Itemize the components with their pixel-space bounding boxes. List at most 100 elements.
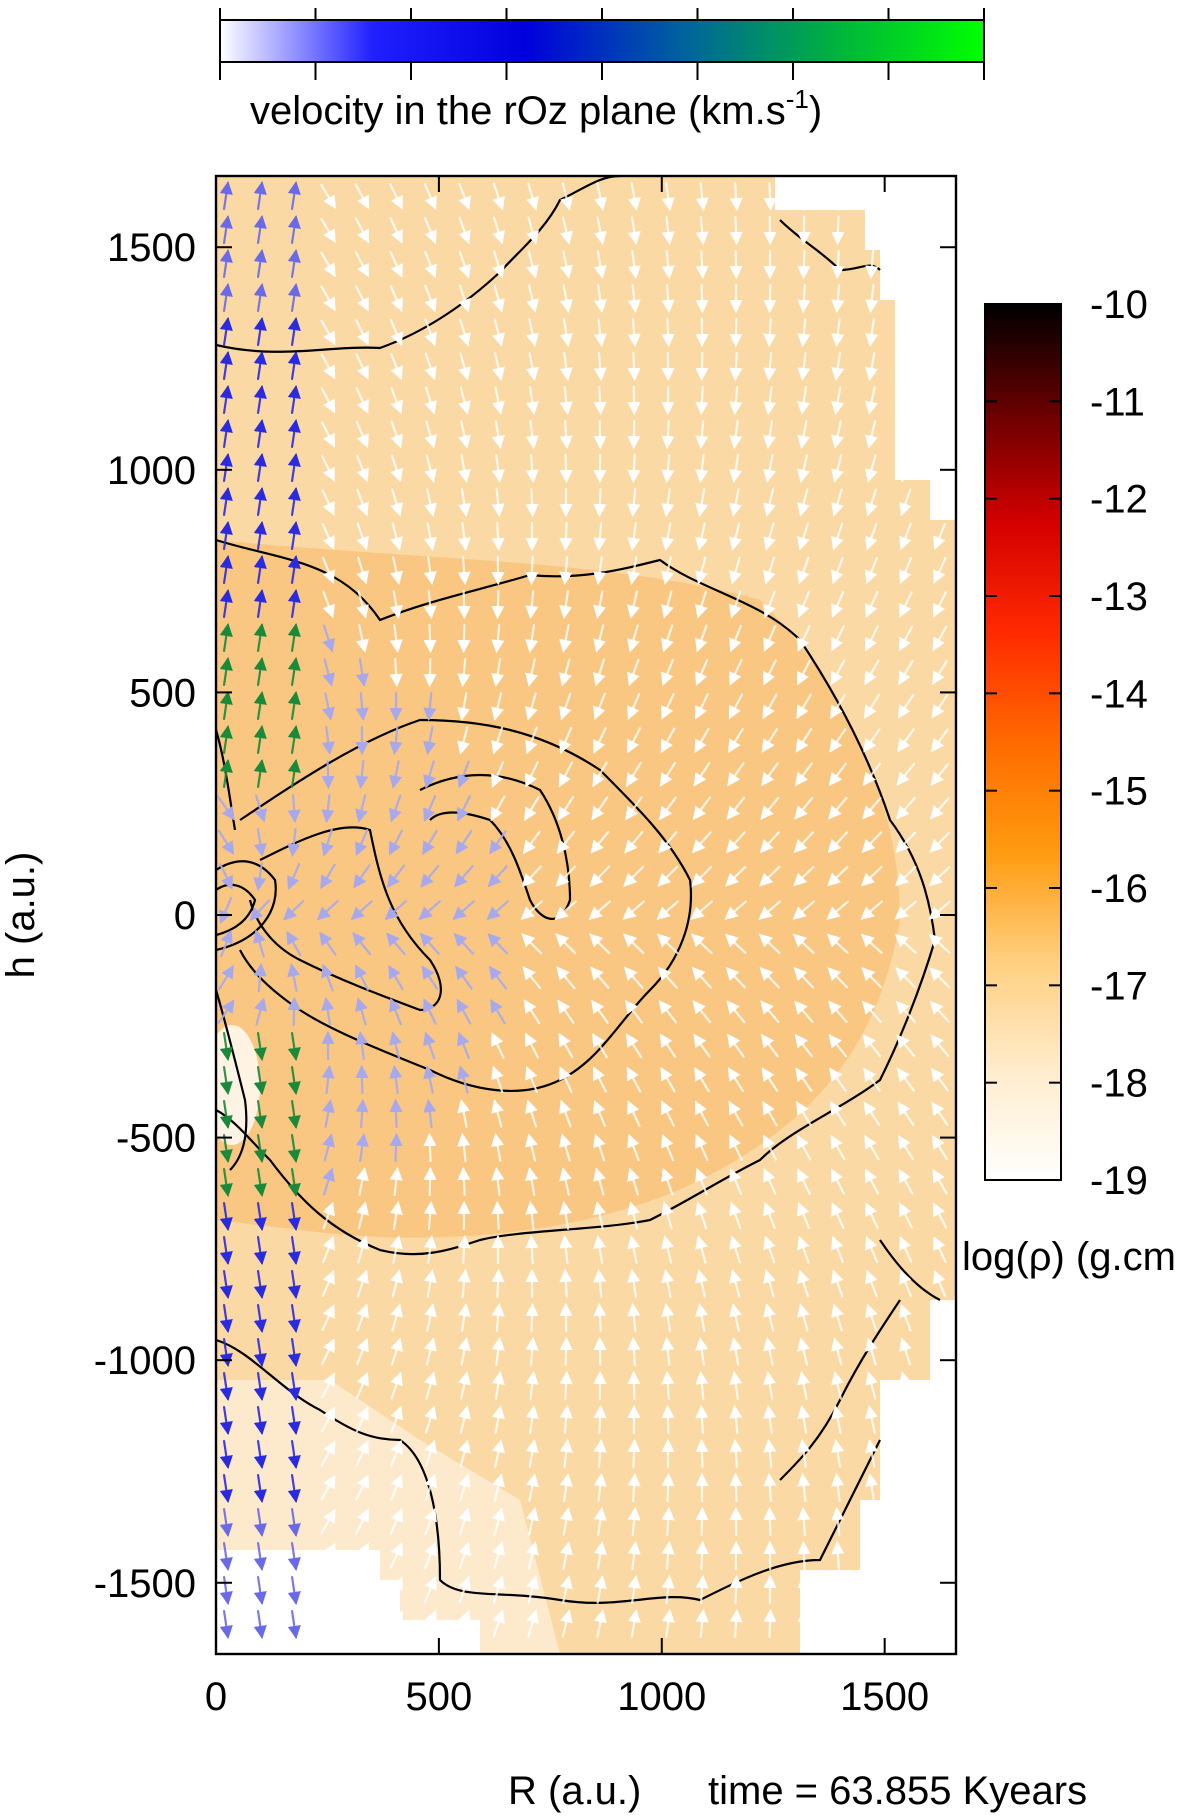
velocity-arrow [457, 555, 471, 586]
velocity-arrow [797, 1540, 811, 1571]
velocity-arrow [627, 487, 641, 518]
velocity-arrow [320, 1440, 336, 1467]
velocity-arrow [423, 760, 436, 789]
velocity-arrow [829, 1101, 847, 1127]
velocity-arrow [491, 1370, 505, 1400]
velocity-arrow [389, 1610, 403, 1637]
velocity-arrow [933, 454, 946, 483]
velocity-arrow [320, 353, 336, 380]
velocity-arrow [559, 590, 573, 620]
velocity-arrow [797, 283, 811, 314]
velocity-arrow [864, 1168, 880, 1195]
velocity-arrow [355, 759, 369, 790]
velocity-arrow [354, 251, 370, 278]
velocity-arrow [253, 622, 267, 652]
velocity-arrow [320, 285, 336, 312]
velocity-arrow [355, 1132, 369, 1162]
velocity-arrow [797, 454, 811, 483]
y-axis-ticks: 1500 1000 500 0 -500 -1000 -1500 [94, 226, 956, 1606]
velocity-arrow [287, 1270, 301, 1300]
velocity-arrow [661, 249, 675, 280]
velocity-arrow [624, 830, 644, 854]
velocity-arrow [492, 216, 505, 245]
velocity-arrow [899, 1405, 912, 1434]
velocity-arrow [797, 1506, 811, 1537]
velocity-arrow [287, 1134, 301, 1164]
velocity-arrow [899, 420, 912, 449]
velocity-arrow [899, 1202, 913, 1229]
velocity-arrow [219, 384, 233, 414]
velocity-arrow [593, 727, 607, 754]
velocity-arrow [491, 1166, 505, 1197]
velocity-arrow [792, 933, 815, 954]
velocity-arrow [389, 725, 403, 756]
velocity-arrow [419, 932, 440, 955]
velocity-arrow [287, 520, 301, 550]
velocity-arrow [559, 1167, 573, 1196]
velocity-arrow [526, 216, 539, 245]
velocity-arrow [355, 1098, 369, 1129]
velocity-arrow [492, 284, 505, 313]
velocity-arrow [899, 1473, 913, 1502]
velocity-arrow [627, 1472, 641, 1503]
velocity-arrow [627, 250, 641, 280]
velocity-arrow [390, 522, 403, 551]
velocity-arrow [219, 1032, 233, 1062]
velocity-arrow [929, 967, 951, 989]
density-tick-label: -15 [1090, 770, 1148, 814]
velocity-arrow [526, 284, 539, 313]
velocity-arrow [761, 727, 779, 753]
velocity-arrow [492, 1609, 505, 1638]
velocity-arrow [322, 658, 335, 687]
velocity-arrow [727, 762, 745, 787]
velocity-arrow [526, 1541, 539, 1570]
velocity-arrow [287, 862, 301, 890]
velocity-arrow [899, 1574, 913, 1605]
velocity-arrow [831, 1472, 845, 1502]
velocity-arrow [725, 966, 746, 989]
velocity-arrow [525, 1099, 538, 1128]
velocity-arrow [219, 520, 233, 550]
velocity-arrow [865, 1472, 879, 1502]
velocity-arrow [729, 1337, 743, 1366]
velocity-arrow [831, 1540, 845, 1571]
velocity-arrow [525, 692, 538, 721]
velocity-arrow [593, 1506, 607, 1536]
velocity-arrow [627, 351, 641, 382]
velocity-arrow [355, 1064, 369, 1095]
velocity-arrow [690, 933, 713, 955]
velocity-arrow [691, 865, 713, 887]
velocity-arrow [729, 1472, 743, 1503]
velocity-arrow [899, 181, 913, 212]
velocity-arrow [626, 761, 642, 787]
velocity-arrow [559, 1200, 573, 1230]
velocity-arrow [356, 1269, 369, 1298]
velocity-arrow [661, 385, 675, 416]
density-field-inner [216, 735, 476, 1095]
velocity-arrow [458, 182, 471, 211]
velocity-arrow [695, 1235, 708, 1264]
velocity-arrow [355, 1440, 369, 1467]
velocity-arrow [320, 421, 336, 448]
velocity-arrow [928, 900, 951, 920]
velocity-arrow [491, 1439, 505, 1468]
x-tick-label: 500 [406, 1675, 473, 1719]
velocity-arrow [729, 1201, 742, 1230]
velocity-arrow [423, 998, 437, 1025]
velocity-arrow [491, 1133, 505, 1162]
velocity-arrow [729, 488, 743, 517]
velocity-arrow [458, 1439, 471, 1468]
velocity-arrow [899, 1540, 913, 1571]
velocity-arrow [389, 997, 402, 1026]
velocity-arrow [390, 1371, 403, 1400]
velocity-arrow [253, 1066, 267, 1096]
velocity-arrow [356, 1201, 369, 1230]
velocity-arrow [491, 692, 504, 721]
velocity-arrow [865, 556, 879, 585]
velocity-arrow [320, 1474, 336, 1501]
velocity-arrow [763, 1371, 777, 1400]
velocity-arrow [729, 249, 743, 280]
velocity-arrow [695, 249, 709, 280]
velocity-arrow [831, 556, 844, 585]
velocity-arrow [219, 316, 233, 346]
